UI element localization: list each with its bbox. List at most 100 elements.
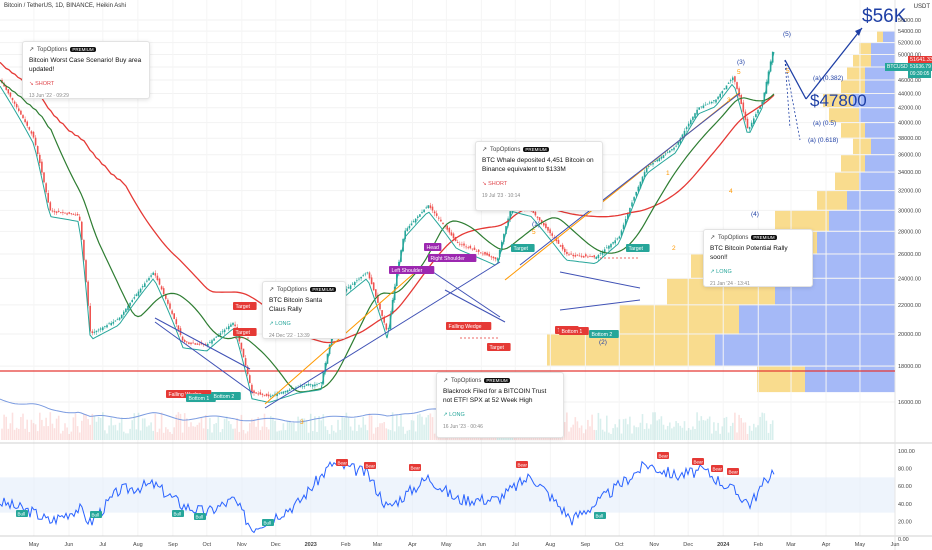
candle-body [742,102,745,112]
candle-body [664,153,667,155]
volume-bar [307,432,310,440]
projection-label: $56K [862,6,907,27]
candle-body [480,252,482,254]
candle-body [429,205,432,208]
candle-body [72,214,75,215]
idea-title[interactable]: Bitcoin Worst Case Scenario! Buy area up… [29,57,142,73]
volume-profile-bar [817,231,895,254]
volume-bar [692,426,694,440]
price-tick-label: 32000.00 [898,189,921,195]
volume-bar [333,430,335,440]
volume-bar [186,418,188,440]
candle-body [545,223,547,228]
volume-bar [643,429,646,440]
candle-body [36,146,39,155]
idea-title[interactable]: BTC Whale deposited 4,451 Bitcoin on Bin… [482,157,594,173]
volume-bar [580,425,583,440]
candle-body [748,127,751,130]
volume-bar [639,422,642,440]
candle-body [95,330,98,333]
volume-bar [662,424,665,440]
volume-bar [568,431,570,440]
volume-bar [299,419,301,440]
pattern-tag: Head [427,245,440,251]
candle-body [637,186,640,192]
candle-body [490,256,493,258]
volume-bar [750,430,753,440]
candle-body [591,256,593,258]
wave-label: (4) [751,211,759,218]
idea-card[interactable]: ↗ TopOptions PREMIUM BTC Bitcoin Santa Cla… [262,281,346,339]
candle-body [574,255,577,257]
volume-bar [240,414,243,440]
time-tick-label: Jun [891,542,900,548]
idea-card[interactable]: ↗ TopOptions PREMIUM Bitcoin Worst Case Sc… [22,41,150,99]
idea-card[interactable]: ↗ TopOptions PREMIUM BTC Bitcoin Potential… [703,229,813,287]
volume-bar [60,433,62,440]
volume-bar [309,413,312,440]
volume-bar [36,431,39,440]
candle-body [597,254,600,258]
candle-body [557,240,560,244]
rsi-tag: Bull [596,513,604,518]
candle-body [492,256,495,259]
candle-body [158,278,161,285]
rsi-tag-bg [16,510,28,517]
volume-bar [652,412,654,440]
candle-body [34,137,37,146]
candle-body [639,181,642,189]
idea-title[interactable]: Blackrock Filed for a BITCOIN Trust not … [443,388,547,404]
rsi-tick-label: 60.00 [898,484,912,490]
candle-body [125,308,127,313]
idea-title[interactable]: BTC Bitcoin Santa Claus Rally [269,297,323,313]
price-line [0,51,775,403]
volume-bar [81,420,83,440]
candle-body [192,342,194,344]
candle-body [39,154,41,164]
candle-body [610,243,612,248]
rsi-tag: Bear [713,466,723,471]
candle-body [719,93,721,98]
volume-bar [28,432,31,440]
volume-bar [572,424,574,440]
candle-body [694,113,696,118]
volume-bar [263,413,266,440]
wave-label: (2) [599,339,607,346]
candle-body [253,390,255,394]
candle-body [123,311,125,315]
price-tick-label: 52000.00 [898,41,921,47]
candle-body [505,226,507,234]
candle-body [713,100,715,102]
volume-profile-bar [823,93,853,108]
wave-label: (a) (0.382) [813,75,843,82]
volume-bar [204,414,207,440]
volume-profile-bar [847,67,865,80]
volume-bar [32,423,35,440]
volume-profile-bar [871,42,895,55]
candle-body [288,389,291,391]
idea-card[interactable]: ↗ TopOptions PREMIUM Blackrock Filed for a… [436,372,564,438]
volume-bar [396,414,398,440]
volume-bar [272,417,274,440]
volume-bar [39,412,41,440]
pattern-tag-bg [233,328,257,336]
candle-body [608,245,610,249]
idea-card[interactable]: ↗ TopOptions PREMIUM BTC Whale deposited 4… [475,141,603,211]
volume-bar [53,428,56,440]
premium-badge: PREMIUM [523,147,549,152]
volume-bar [297,416,299,440]
candle-body [76,214,79,216]
pattern-tag: Left Shoulder [392,268,423,274]
wave-label: (1) [532,221,540,228]
pattern-tag: Bottom 2 [214,394,235,400]
candle-body [255,392,257,394]
candle-body [732,77,734,81]
candle-body [70,213,73,215]
brand-name: TopOptions [277,286,308,293]
volume-bar [351,430,354,440]
time-tick-label: Dec [683,542,693,548]
candle-body [108,323,110,325]
volume-bar [68,433,70,440]
rsi-tags: Bull Bull Bull Bull Bull Bull Bear Bear Bear Bear… [16,452,739,526]
idea-title[interactable]: BTC Bitcoin Potential Rally soon!! [710,245,788,261]
